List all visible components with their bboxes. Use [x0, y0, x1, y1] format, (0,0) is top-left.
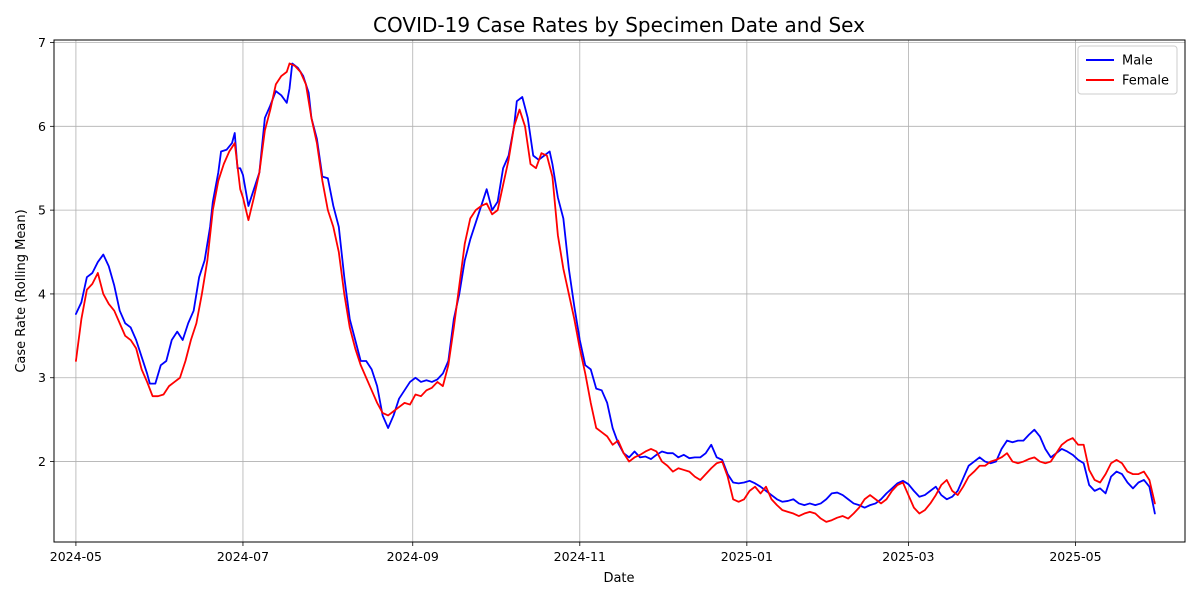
legend-label-female: Female	[1122, 74, 1169, 89]
x-axis-label: Date	[603, 571, 634, 586]
plot-frame	[53, 39, 1186, 543]
grid-layer	[54, 40, 1185, 542]
legend-label-male: Male	[1122, 54, 1153, 69]
x-tick-label: 2025-01	[721, 549, 773, 564]
x-tick-label: 2024-05	[50, 549, 102, 564]
chart-title: COVID-19 Case Rates by Specimen Date and…	[373, 13, 865, 37]
y-tick-label: 7	[38, 35, 46, 50]
y-tick-label: 5	[38, 203, 46, 218]
series-line-female	[75, 62, 1156, 523]
x-tick-label: 2025-05	[1049, 549, 1101, 564]
x-tick-label: 2024-09	[387, 549, 439, 564]
series-layer	[75, 62, 1156, 523]
x-tick-label: 2024-07	[217, 549, 269, 564]
legend: Male Female	[1077, 45, 1178, 95]
x-axis-ticks: 2024-05 2024-07 2024-09 2024-11 2025-01 2025-…	[50, 542, 1102, 564]
y-tick-label: 4	[38, 286, 46, 301]
x-tick-label: 2024-11	[554, 549, 606, 564]
y-tick-label: 6	[38, 119, 46, 134]
x-tick-label: 2025-03	[882, 549, 934, 564]
y-tick-label: 2	[38, 454, 46, 469]
y-axis-label: Case Rate (Rolling Mean)	[14, 209, 29, 372]
series-line-male	[75, 62, 1156, 515]
y-axis-ticks: 2 3 4 5 6 7	[38, 35, 54, 469]
legend-box	[1077, 45, 1178, 95]
y-tick-label: 3	[38, 370, 46, 385]
